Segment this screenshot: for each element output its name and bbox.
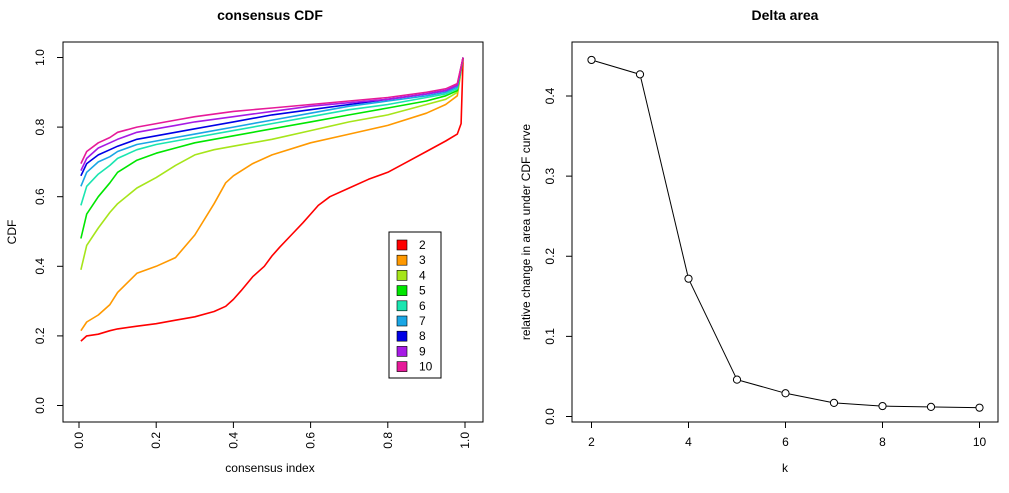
delta-x-tick-label: 6 [782,435,789,449]
delta-segment [789,393,831,403]
cdf-line-k6 [80,57,464,206]
legend-label-k5: 5 [419,284,426,298]
delta-point-k3 [635,70,645,79]
consensus-cdf-panel: consensus CDF 0.0 0.2 0.4 0.6 0.8 1.0 0.00.20… [5,7,484,475]
delta-segment [740,380,782,393]
cdf-x-tick-label: 0.0 [72,432,86,449]
legend-label-k6: 6 [419,299,426,313]
legend-swatch-k9 [396,346,408,357]
delta-x-tick-label: 10 [973,435,987,449]
cdf-y-tick-label: 0.0 [33,397,47,414]
cdf-line-k3 [80,57,464,332]
delta-y-label: relative change in area under CDF curve [519,124,533,340]
cdf-x-label: consensus index [225,461,314,475]
legend-swatch-k5 [396,285,408,296]
cdf-line-k5 [80,57,464,239]
legend-label-k9: 9 [419,344,426,358]
delta-point-k8 [878,401,887,411]
legend-label-k2: 2 [419,238,426,252]
delta-title: Delta area [752,7,819,23]
delta-segment [689,282,736,377]
delta-segment [595,60,637,74]
cdf-x-tick-label: 0.6 [304,432,318,449]
delta-segment [837,402,879,407]
delta-point-k10 [975,403,984,412]
cdf-line-k10 [80,57,464,164]
cdf-line-k7 [80,57,464,187]
delta-point-k5 [732,375,742,384]
cdf-title: consensus CDF [217,7,323,23]
cdf-x-axis: 0.0 0.2 0.4 0.6 0.8 1.0 [72,422,472,449]
cdf-line-k9 [80,57,464,171]
delta-point-k6 [781,389,790,398]
legend-swatch-k7 [396,315,408,327]
delta-x-axis: 2 4 6 8 10 [588,422,986,449]
cdf-y-tick-label: 0.8 [33,118,47,135]
legend-swatch-k6 [396,300,408,312]
delta-y-tick-label: 0.1 [543,328,557,345]
cdf-line-k8 [80,57,464,177]
delta-plot-frame [571,41,999,423]
legend-label-k3: 3 [419,253,426,267]
delta-y-tick-label: 0.4 [543,87,557,104]
delta-y-axis: 0.0 0.1 0.2 0.3 0.4 [543,87,572,425]
cdf-y-tick-label: 0.2 [33,327,47,344]
legend-label-k10: 10 [419,360,433,374]
delta-segment [934,406,976,409]
legend-label-k7: 7 [419,314,426,328]
delta-x-tick-label: 2 [588,435,595,449]
cdf-x-tick-label: 0.2 [149,432,163,449]
legend-swatch-k8 [396,330,408,342]
delta-x-tick-label: 8 [879,435,886,449]
cdf-y-label: CDF [5,220,19,245]
cdf-x-tick-label: 0.4 [226,432,240,449]
cdf-x-tick-label: 0.8 [381,432,395,449]
cdf-plot-frame [62,41,484,423]
delta-point-k2 [587,55,596,65]
cdf-y-axis: 0.0 0.2 0.4 0.6 0.8 1.0 [33,49,63,414]
cdf-line-k2 [80,57,464,342]
delta-point-k4 [684,274,693,283]
legend-swatch-k3 [396,254,408,266]
legend-swatch-k10 [396,361,408,372]
legend-swatch-k2 [396,239,408,251]
delta-x-label: k [782,461,789,475]
delta-y-tick-label: 0.0 [543,408,557,425]
delta-segment [886,405,928,408]
delta-series [587,55,984,412]
cdf-y-tick-label: 0.4 [33,258,47,275]
delta-area-panel: Delta area 2 4 6 8 10 0.0 0.1 0.2 0.3 0.4 k rela… [519,7,999,475]
legend-swatch-k4 [396,270,408,281]
delta-y-tick-label: 0.3 [543,167,557,184]
delta-x-tick-label: 4 [685,435,692,449]
delta-point-k9 [926,402,936,411]
cdf-line-k4 [80,57,464,270]
legend-label-k4: 4 [419,268,426,282]
legend-label-k8: 8 [419,329,426,343]
cdf-series-lines [80,57,464,342]
cdf-y-tick-label: 1.0 [33,49,47,66]
cdf-x-tick-label: 1.0 [458,432,472,449]
delta-segment [640,78,689,275]
delta-y-tick-label: 0.2 [543,248,557,265]
delta-point-k7 [829,398,839,407]
cdf-y-tick-label: 0.6 [33,188,47,205]
